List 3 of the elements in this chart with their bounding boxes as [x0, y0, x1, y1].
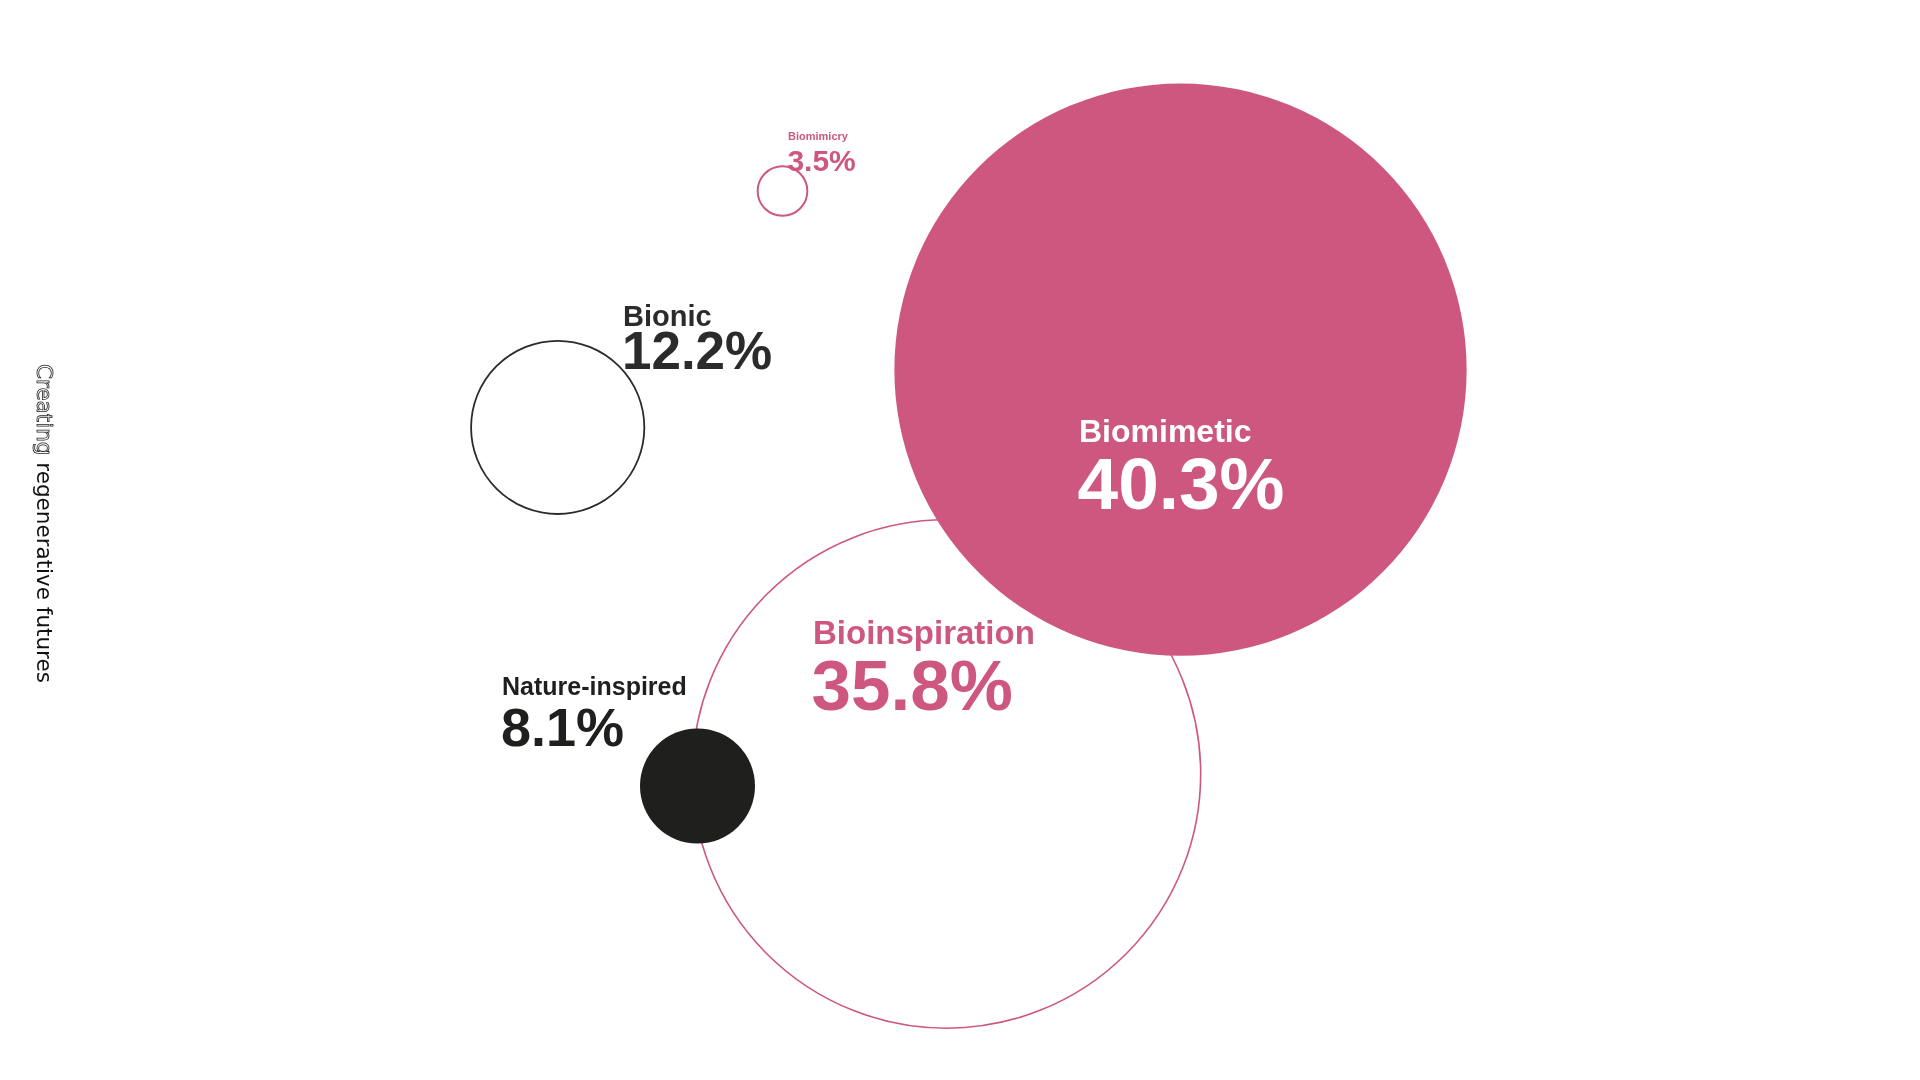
data-label: 3.5% [787, 144, 856, 177]
category-label: Biomimicry [788, 130, 849, 142]
text: Creating regenerative futures [32, 364, 57, 683]
